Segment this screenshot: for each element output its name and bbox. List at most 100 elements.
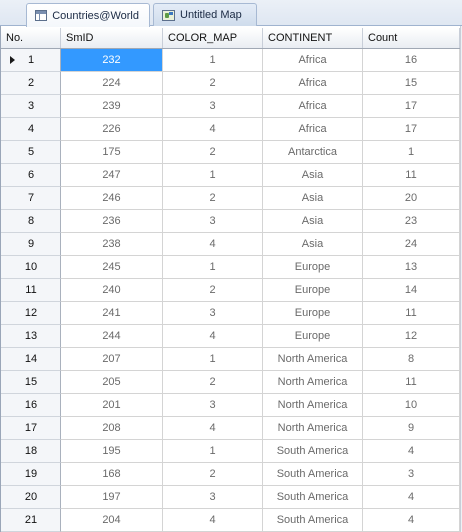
table-row[interactable]: 15 205 2 North America 11 (1, 371, 462, 394)
cell-count[interactable]: 9 (363, 417, 460, 440)
cell-continent[interactable]: Africa (263, 118, 363, 141)
cell-smid[interactable]: 175 (61, 141, 163, 164)
cell-smid[interactable]: 232 (61, 49, 163, 72)
table-row[interactable]: 1 232 1 Africa 16 (1, 49, 462, 72)
row-header[interactable]: 14 (1, 348, 61, 371)
column-header-no[interactable]: No. (1, 28, 61, 48)
cell-count[interactable]: 17 (363, 95, 460, 118)
cell-smid[interactable]: 244 (61, 325, 163, 348)
cell-smid[interactable]: 236 (61, 210, 163, 233)
table-row[interactable]: 21 204 4 South America 4 (1, 509, 462, 532)
row-header[interactable]: 5 (1, 141, 61, 164)
cell-color-map[interactable]: 2 (163, 72, 263, 95)
row-header[interactable]: 16 (1, 394, 61, 417)
cell-smid[interactable]: 226 (61, 118, 163, 141)
cell-count[interactable]: 10 (363, 394, 460, 417)
cell-smid[interactable]: 240 (61, 279, 163, 302)
cell-color-map[interactable]: 4 (163, 233, 263, 256)
cell-count[interactable]: 24 (363, 233, 460, 256)
cell-continent[interactable]: Africa (263, 49, 363, 72)
cell-continent[interactable]: North America (263, 371, 363, 394)
row-header[interactable]: 17 (1, 417, 61, 440)
cell-continent[interactable]: Africa (263, 72, 363, 95)
row-header[interactable]: 10 (1, 256, 61, 279)
cell-color-map[interactable]: 4 (163, 417, 263, 440)
table-row[interactable]: 12 241 3 Europe 11 (1, 302, 462, 325)
row-header[interactable]: 2 (1, 72, 61, 95)
table-row[interactable]: 6 247 1 Asia 11 (1, 164, 462, 187)
cell-color-map[interactable]: 2 (163, 279, 263, 302)
row-header[interactable]: 8 (1, 210, 61, 233)
table-row[interactable]: 18 195 1 South America 4 (1, 440, 462, 463)
cell-count[interactable]: 4 (363, 486, 460, 509)
cell-color-map[interactable]: 2 (163, 187, 263, 210)
cell-smid[interactable]: 201 (61, 394, 163, 417)
cell-color-map[interactable]: 2 (163, 371, 263, 394)
cell-continent[interactable]: South America (263, 440, 363, 463)
cell-smid[interactable]: 205 (61, 371, 163, 394)
cell-color-map[interactable]: 2 (163, 141, 263, 164)
cell-count[interactable]: 11 (363, 302, 460, 325)
row-header[interactable]: 6 (1, 164, 61, 187)
row-header[interactable]: 12 (1, 302, 61, 325)
cell-color-map[interactable]: 4 (163, 118, 263, 141)
cell-smid[interactable]: 241 (61, 302, 163, 325)
cell-count[interactable]: 8 (363, 348, 460, 371)
table-row[interactable]: 9 238 4 Asia 24 (1, 233, 462, 256)
cell-color-map[interactable]: 1 (163, 348, 263, 371)
cell-smid[interactable]: 195 (61, 440, 163, 463)
tab-untitled-map[interactable]: Untitled Map (153, 3, 257, 26)
tab-countries-world[interactable]: Countries@World (26, 3, 150, 27)
table-row[interactable]: 3 239 3 Africa 17 (1, 95, 462, 118)
table-row[interactable]: 4 226 4 Africa 17 (1, 118, 462, 141)
cell-continent[interactable]: Europe (263, 256, 363, 279)
cell-smid[interactable]: 197 (61, 486, 163, 509)
cell-color-map[interactable]: 3 (163, 486, 263, 509)
cell-continent[interactable]: South America (263, 463, 363, 486)
cell-continent[interactable]: Asia (263, 210, 363, 233)
cell-count[interactable]: 12 (363, 325, 460, 348)
cell-smid[interactable]: 168 (61, 463, 163, 486)
table-row[interactable]: 14 207 1 North America 8 (1, 348, 462, 371)
table-row[interactable]: 11 240 2 Europe 14 (1, 279, 462, 302)
cell-count[interactable]: 1 (363, 141, 460, 164)
cell-smid[interactable]: 247 (61, 164, 163, 187)
row-header[interactable]: 7 (1, 187, 61, 210)
table-row[interactable]: 10 245 1 Europe 13 (1, 256, 462, 279)
cell-continent[interactable]: North America (263, 417, 363, 440)
cell-color-map[interactable]: 3 (163, 302, 263, 325)
cell-color-map[interactable]: 1 (163, 440, 263, 463)
cell-color-map[interactable]: 3 (163, 95, 263, 118)
cell-count[interactable]: 23 (363, 210, 460, 233)
row-header[interactable]: 13 (1, 325, 61, 348)
row-header[interactable]: 21 (1, 509, 61, 532)
cell-continent[interactable]: Asia (263, 164, 363, 187)
cell-color-map[interactable]: 4 (163, 509, 263, 532)
cell-continent[interactable]: Europe (263, 279, 363, 302)
cell-count[interactable]: 11 (363, 164, 460, 187)
cell-continent[interactable]: North America (263, 348, 363, 371)
cell-smid[interactable]: 208 (61, 417, 163, 440)
cell-smid[interactable]: 245 (61, 256, 163, 279)
cell-continent[interactable]: Africa (263, 95, 363, 118)
table-row[interactable]: 16 201 3 North America 10 (1, 394, 462, 417)
row-header[interactable]: 20 (1, 486, 61, 509)
cell-count[interactable]: 4 (363, 509, 460, 532)
table-row[interactable]: 20 197 3 South America 4 (1, 486, 462, 509)
cell-continent[interactable]: South America (263, 486, 363, 509)
cell-continent[interactable]: South America (263, 509, 363, 532)
cell-count[interactable]: 14 (363, 279, 460, 302)
row-header[interactable]: 18 (1, 440, 61, 463)
row-header[interactable]: 4 (1, 118, 61, 141)
cell-color-map[interactable]: 4 (163, 325, 263, 348)
cell-smid[interactable]: 238 (61, 233, 163, 256)
cell-count[interactable]: 16 (363, 49, 460, 72)
table-row[interactable]: 19 168 2 South America 3 (1, 463, 462, 486)
cell-count[interactable]: 3 (363, 463, 460, 486)
cell-continent[interactable]: Europe (263, 325, 363, 348)
cell-smid[interactable]: 204 (61, 509, 163, 532)
cell-count[interactable]: 15 (363, 72, 460, 95)
cell-color-map[interactable]: 1 (163, 164, 263, 187)
cell-count[interactable]: 11 (363, 371, 460, 394)
attribute-table[interactable]: No. SmID COLOR_MAP CONTINENT Count 1 232 1… (0, 26, 462, 532)
